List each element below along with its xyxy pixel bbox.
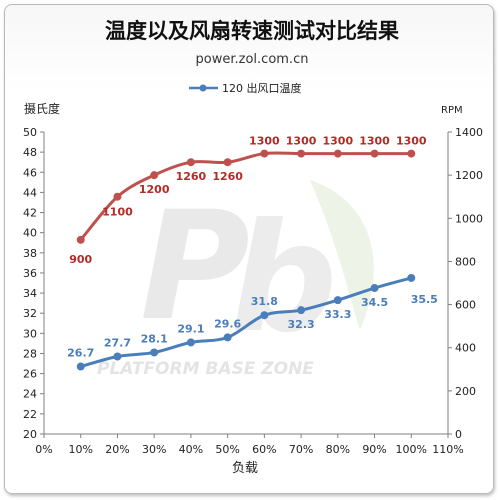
rpm-series-point: [76, 235, 85, 244]
y2-tick-label: 1400: [455, 126, 483, 139]
watermark-text: PLATFORM BASE ZONE: [97, 359, 314, 379]
x-tick-label: 10%: [69, 443, 93, 456]
rpm-series-point: [186, 158, 195, 167]
temperature-series-point: [223, 333, 232, 342]
y-tick-label: 30: [23, 327, 37, 340]
x-tick-label: 20%: [105, 443, 129, 456]
y2-tick-label: 600: [455, 299, 476, 312]
rpm-series-data-label: 1100: [102, 206, 133, 219]
rpm-series-data-label: 1260: [176, 170, 207, 183]
temperature-series-point: [186, 338, 195, 347]
y-tick-label: 42: [23, 207, 37, 220]
y-ticks: 20 22 24 26 28 30 32 34 36 38 40 42 44 46 48 50: [23, 126, 44, 441]
temperature-series-data-label: 33.3: [324, 308, 351, 321]
y-tick-label: 24: [23, 388, 37, 401]
temperature-series-point: [150, 348, 159, 357]
rpm-series-point: [333, 149, 342, 158]
temperature-series-point: [333, 296, 342, 305]
rpm-series-point: [113, 192, 122, 201]
temperature-series-data-label: 34.5: [361, 296, 388, 309]
rpm-series-point: [260, 149, 269, 158]
temperature-series-point: [370, 284, 379, 293]
temperature-series-data-label: 27.7: [104, 336, 131, 349]
x-tick-label: 100%: [396, 443, 427, 456]
chart-title: 温度以及风扇转速测试对比结果: [105, 19, 399, 43]
y-tick-label: 46: [23, 166, 37, 179]
x-tick-label: 70%: [289, 443, 313, 456]
temperature-series-point: [297, 306, 306, 315]
x-ticks: 0% 10% 20% 30% 40% 50% 60% 70% 80% 90% 100% 110%: [35, 434, 464, 456]
y-tick-label: 22: [23, 408, 37, 421]
temperature-series-point: [260, 311, 269, 320]
y-axis-title: 摄氏度: [24, 101, 60, 116]
y2-tick-label: 1200: [455, 169, 483, 182]
x-tick-label: 90%: [362, 443, 386, 456]
rpm-series-point: [407, 149, 416, 158]
chart-subtitle: power.zol.com.cn: [196, 52, 309, 67]
temperature-series-data-label: 26.7: [67, 347, 94, 360]
chart-frame: [4, 4, 494, 494]
x-tick-label: 0%: [35, 443, 52, 456]
rpm-series-data-label: 1300: [359, 135, 390, 148]
temperature-series-line: [80, 276, 412, 368]
x-axis-title: 负载: [232, 461, 258, 476]
y2-tick-label: 400: [455, 342, 476, 355]
legend-label: 120 出风口温度: [222, 81, 302, 95]
rpm-series-line: [79, 151, 412, 241]
x-tick-label: 80%: [326, 443, 350, 456]
svg-text:P: P: [140, 180, 250, 354]
temperature-series-point: [76, 362, 85, 371]
svg-text:b: b: [230, 192, 337, 366]
temperature-series-data-label: 29.1: [177, 322, 204, 335]
rpm-series-point: [223, 158, 232, 167]
rpm-series-data-label: 900: [69, 253, 92, 266]
x-tick-label: 40%: [179, 443, 203, 456]
x-tick-label: 110%: [432, 443, 463, 456]
temperature-series-data-label: 35.5: [411, 293, 438, 306]
rpm-series-data-label: 1300: [396, 135, 427, 148]
y2-ticks: 0 200 400 600 800 1000 1200 1400: [448, 126, 483, 441]
y-tick-label: 36: [23, 267, 37, 280]
rpm-series-point: [150, 171, 159, 180]
series-layer: 26.7 27.7 28.1 29.1 29.6 31.8 32.3 33.3 34.5 35.5…: [67, 135, 438, 371]
y-tick-label: 28: [23, 347, 37, 360]
rpm-series-data-label: 1200: [139, 183, 170, 196]
y-tick-label: 32: [23, 307, 37, 320]
rpm-series-point: [297, 149, 306, 158]
y2-tick-label: 200: [455, 385, 476, 398]
y-tick-label: 48: [23, 146, 37, 159]
x-tick-label: 50%: [215, 443, 239, 456]
rpm-series-data-label: 1300: [286, 135, 317, 148]
y-tick-label: 34: [23, 287, 37, 300]
legend-swatch-marker: [199, 84, 207, 92]
y-tick-label: 40: [23, 227, 37, 240]
rpm-series-data-label: 1260: [212, 170, 243, 183]
watermark: P b PLATFORM BASE ZONE: [97, 180, 374, 379]
y-tick-label: 20: [23, 428, 37, 441]
rpm-series-point: [370, 149, 379, 158]
y-tick-label: 50: [23, 126, 37, 139]
temperature-series-data-label: 31.8: [251, 295, 278, 308]
y2-axis-title: RPM: [441, 105, 463, 116]
legend: 120 出风口温度: [189, 81, 302, 95]
y2-tick-label: 1000: [455, 212, 483, 225]
y2-tick-label: 800: [455, 255, 476, 268]
rpm-series-data-label: 1300: [323, 135, 354, 148]
temperature-series-point: [407, 273, 416, 282]
x-tick-label: 30%: [142, 443, 166, 456]
temperature-series-point: [113, 352, 122, 361]
rpm-series-data-label: 1300: [249, 135, 280, 148]
temperature-series-data-label: 28.1: [141, 332, 168, 345]
temperature-series-data-label: 32.3: [288, 318, 315, 331]
y-tick-label: 38: [23, 247, 37, 260]
y-tick-label: 44: [23, 186, 37, 199]
y-tick-label: 26: [23, 368, 37, 381]
x-tick-label: 60%: [252, 443, 276, 456]
temperature-series-data-label: 29.6: [214, 317, 241, 330]
y2-tick-label: 0: [455, 428, 462, 441]
